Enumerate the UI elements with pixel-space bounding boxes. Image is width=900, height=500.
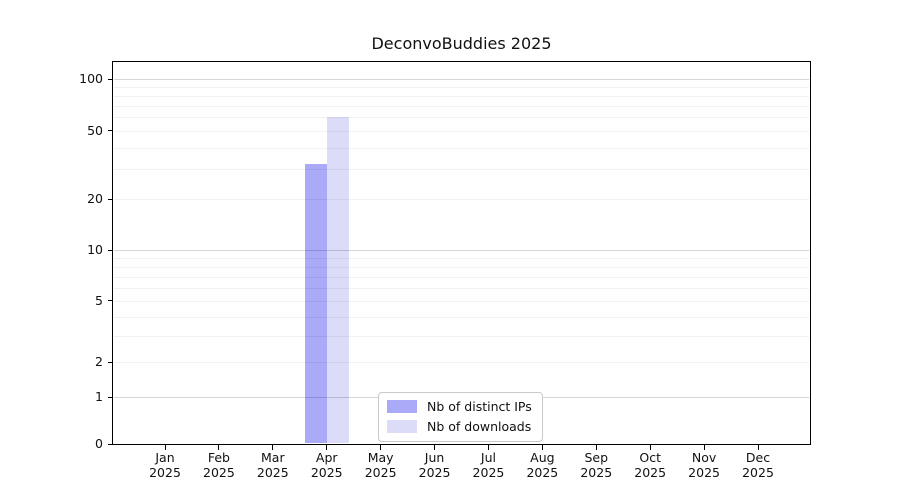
y-gridline-minor xyxy=(114,362,809,364)
y-gridline-minor xyxy=(114,130,809,132)
x-tick-mark xyxy=(326,445,328,450)
y-tick-mark xyxy=(108,396,113,398)
plot-area-border xyxy=(112,61,811,445)
x-tick-mark xyxy=(649,445,651,450)
x-tick-label: Feb 2025 xyxy=(203,450,235,480)
legend-label-distinct-ips: Nb of distinct IPs xyxy=(427,399,532,414)
bar-downloads xyxy=(326,117,349,443)
y-gridline-minor xyxy=(114,266,809,268)
x-tick-mark xyxy=(595,445,597,450)
y-gridline-minor xyxy=(114,199,809,201)
y-tick-label: 5 xyxy=(95,292,103,308)
x-tick-mark xyxy=(272,445,274,450)
y-gridline-minor xyxy=(114,105,809,107)
x-tick-label: Nov 2025 xyxy=(688,450,720,480)
y-tick-label: 100 xyxy=(79,71,103,87)
chart-title: DeconvoBuddies 2025 xyxy=(371,34,552,53)
y-tick-mark xyxy=(108,361,113,363)
y-gridline-major xyxy=(114,250,809,252)
y-gridline-minor xyxy=(114,276,809,278)
x-tick-label: Mar 2025 xyxy=(256,450,289,480)
legend-item-distinct-ips: Nb of distinct IPs xyxy=(387,399,532,414)
y-gridline-minor xyxy=(114,147,809,149)
x-tick-mark xyxy=(380,445,382,450)
y-gridline-minor xyxy=(114,287,809,289)
y-tick-mark xyxy=(108,198,113,200)
y-gridline-minor xyxy=(114,336,809,338)
y-tick-label: 10 xyxy=(87,242,103,258)
x-tick-label: Dec 2025 xyxy=(742,450,774,480)
legend-item-downloads: Nb of downloads xyxy=(387,419,532,434)
y-gridline-minor xyxy=(114,95,809,97)
y-tick-label: 50 xyxy=(87,122,103,138)
x-tick-label: Oct 2025 xyxy=(634,450,667,480)
legend-swatch-distinct-ips xyxy=(387,400,417,413)
y-gridline-major xyxy=(114,79,809,81)
y-tick-label: 20 xyxy=(87,191,103,207)
x-tick-label: Jul 2025 xyxy=(472,450,505,480)
x-tick-label: Jun 2025 xyxy=(418,450,451,480)
x-tick-label: Aug 2025 xyxy=(526,450,559,480)
x-tick-mark xyxy=(487,445,489,450)
legend-label-downloads: Nb of downloads xyxy=(427,419,532,434)
y-gridline-minor xyxy=(114,87,809,89)
y-tick-mark xyxy=(108,130,113,132)
y-gridline-minor xyxy=(114,117,809,119)
legend: Nb of distinct IPs Nb of downloads xyxy=(378,392,543,442)
y-tick-label: 2 xyxy=(95,354,103,370)
y-gridline-minor xyxy=(114,300,809,302)
y-gridline-minor xyxy=(114,258,809,260)
y-tick-label: 0 xyxy=(95,436,103,451)
y-tick-mark xyxy=(108,249,113,251)
y-tick-label: 1 xyxy=(95,389,103,405)
x-tick-mark xyxy=(757,445,759,450)
x-tick-mark xyxy=(218,445,220,450)
x-tick-label: Jan 2025 xyxy=(149,450,181,480)
x-tick-mark xyxy=(164,445,166,450)
x-tick-label: May 2025 xyxy=(364,450,397,480)
y-tick-mark xyxy=(108,443,113,445)
x-tick-label: Sep 2025 xyxy=(580,450,613,480)
x-tick-mark xyxy=(434,445,436,450)
x-tick-mark xyxy=(541,445,543,450)
y-tick-mark xyxy=(108,300,113,302)
bar-distinct-ips xyxy=(304,164,327,443)
legend-swatch-downloads xyxy=(387,420,417,433)
y-gridline-minor xyxy=(114,316,809,318)
y-tick-mark xyxy=(108,78,113,80)
y-gridline-minor xyxy=(114,168,809,170)
x-tick-label: Apr 2025 xyxy=(310,450,343,480)
x-tick-mark xyxy=(703,445,705,450)
